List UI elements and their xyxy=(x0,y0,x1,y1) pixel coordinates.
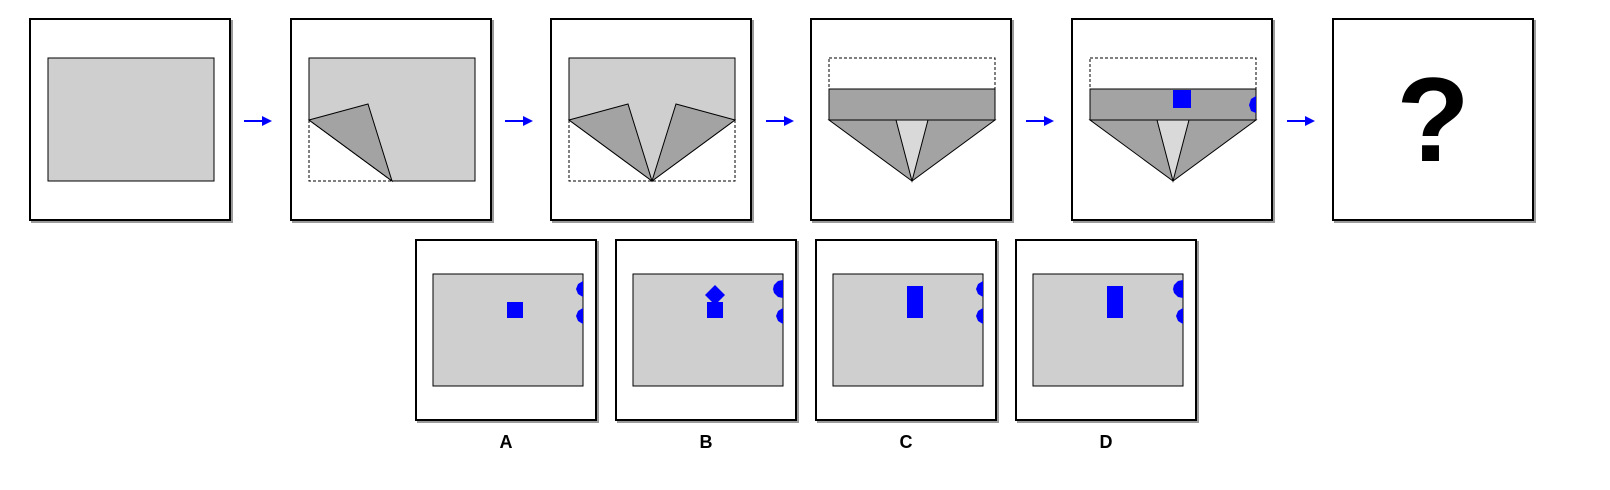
arrow-icon xyxy=(1287,116,1315,126)
square-hole xyxy=(507,302,523,318)
edge-hole-lower xyxy=(1176,308,1183,324)
option-a[interactable] xyxy=(415,239,597,421)
arrow-icon xyxy=(1026,116,1054,126)
sequence-step-1 xyxy=(29,18,231,221)
fold-outline-dashed xyxy=(568,120,736,182)
edge-hole-upper xyxy=(1173,280,1183,298)
unfolded-paper xyxy=(432,273,584,387)
diamond-hole xyxy=(705,285,725,305)
second-corner-fold-figure xyxy=(567,57,737,183)
edge-hole-lower xyxy=(976,308,983,324)
tall-rectangle-hole xyxy=(1107,286,1123,318)
sequence-step-question: ? xyxy=(1332,18,1534,221)
square-punch xyxy=(1173,90,1191,108)
option-b-label: B xyxy=(699,432,713,452)
arrow-icon xyxy=(505,116,533,126)
punched-figure xyxy=(1088,57,1258,183)
center-gap xyxy=(1156,119,1190,183)
edge-hole-lower xyxy=(576,308,583,324)
option-d[interactable] xyxy=(1015,239,1197,421)
folded-strip xyxy=(828,88,996,121)
option-b-figure xyxy=(632,273,784,387)
fold-outline-dashed xyxy=(1089,57,1257,90)
option-c[interactable] xyxy=(815,239,997,421)
first-corner-fold-figure xyxy=(307,57,476,183)
sequence-step-2 xyxy=(290,18,492,221)
option-b[interactable] xyxy=(615,239,797,421)
right-folded-flap xyxy=(651,103,737,183)
edge-hole-lower xyxy=(776,308,783,324)
fold-outline-dashed xyxy=(828,57,996,90)
option-c-label: C xyxy=(899,432,913,452)
top-fold-figure xyxy=(827,57,997,183)
edge-half-circle-punch xyxy=(1249,96,1256,113)
sequence-step-3 xyxy=(550,18,752,221)
sequence-step-5 xyxy=(1071,18,1273,221)
tall-rectangle-hole xyxy=(907,286,923,318)
question-mark: ? xyxy=(1396,52,1470,187)
unfolded-paper xyxy=(632,273,784,387)
center-gap xyxy=(895,119,929,183)
edge-hole-upper xyxy=(773,280,783,298)
option-d-figure xyxy=(1032,273,1184,387)
option-a-label: A xyxy=(499,432,513,452)
arrow-icon xyxy=(766,116,794,126)
arrow-icon xyxy=(244,116,272,126)
paper-sheet xyxy=(47,57,215,182)
left-folded-flap xyxy=(567,103,653,183)
edge-hole-upper xyxy=(976,281,983,297)
option-c-figure xyxy=(832,273,984,387)
option-a-figure xyxy=(432,273,584,387)
edge-hole-upper xyxy=(576,281,583,297)
sequence-step-4 xyxy=(810,18,1012,221)
folded-flap xyxy=(307,103,393,183)
option-d-label: D xyxy=(1099,432,1113,452)
square-hole xyxy=(707,302,723,318)
unfolded-paper-figure xyxy=(47,57,215,182)
